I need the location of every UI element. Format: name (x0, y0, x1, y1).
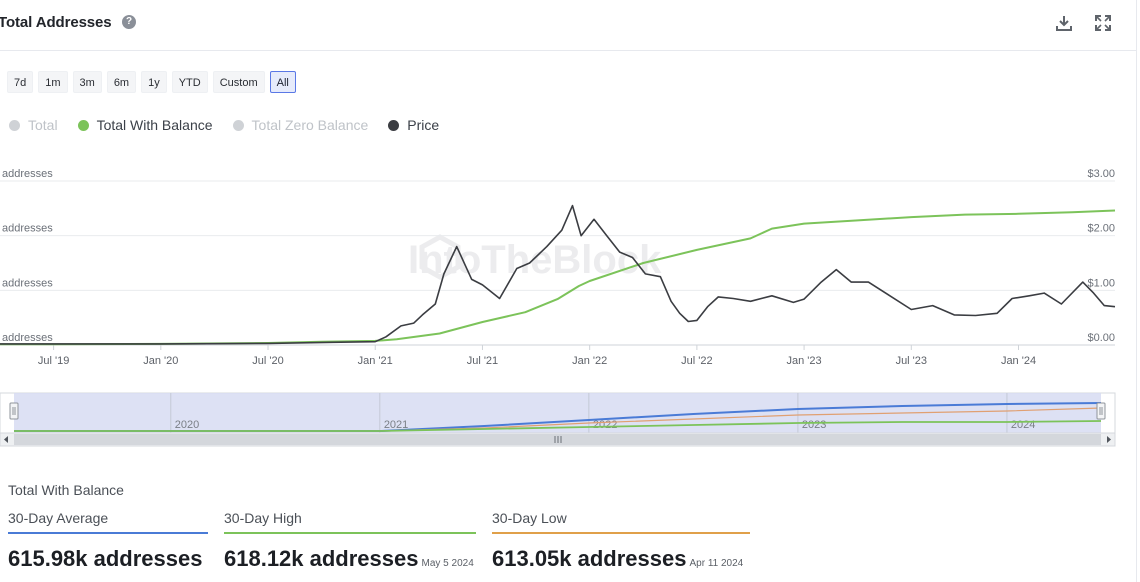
y-right-tick-0: $0.00 (1087, 332, 1115, 344)
range-all-button[interactable]: All (269, 71, 296, 93)
legend-label-total-with-balance: Total With Balance (96, 117, 213, 133)
stat-30-day-high: 30-Day High 618.12k addresses May 5 2024 (224, 510, 476, 572)
y-right-tick-2: $2.00 (1087, 223, 1115, 235)
chart-legend: Total Total With Balance Total Zero Bala… (9, 117, 439, 133)
download-icon[interactable] (1054, 13, 1074, 33)
x-tick-4: Jul '21 (467, 355, 498, 367)
right-border (1136, 0, 1137, 582)
stat-date-low: Apr 11 2024 (689, 558, 744, 569)
stat-date-high: May 5 2024 (421, 558, 474, 569)
y-left-tick-1: addresses (2, 277, 53, 289)
scroll-left-arrow-icon[interactable] (4, 436, 8, 443)
legend-label-price: Price (407, 117, 440, 133)
x-tick-8: Jul '23 (896, 355, 927, 367)
stat-value-high: 618.12k addresses May 5 2024 (224, 546, 476, 572)
y-left-tick-2: addresses (2, 223, 53, 235)
navigator-handle-right[interactable] (1096, 402, 1106, 420)
range-selector: 7d 1m 3m 6m 1y YTD Custom All (7, 71, 296, 93)
x-tick-5: Jan '22 (572, 355, 607, 367)
navigator-label-0: 2020 (175, 419, 199, 431)
range-navigator[interactable]: 2020 2021 2022 2023 2024 (0, 390, 1136, 450)
range-1y-button[interactable]: 1y (141, 71, 167, 93)
stat-label-low: 30-Day Low (492, 510, 750, 534)
navigator-handle-left[interactable] (9, 402, 19, 420)
x-tick-7: Jan '23 (787, 355, 822, 367)
navigator-label-4: 2024 (1011, 419, 1035, 431)
legend-dot-total (9, 119, 20, 131)
page-title: Total Addresses (0, 14, 112, 31)
series-line-price (0, 204, 1116, 345)
watermark-logo (419, 234, 461, 280)
range-3m-button[interactable]: 3m (72, 71, 102, 93)
navigator-line-total (14, 402, 1102, 432)
range-7d-button[interactable]: 7d (7, 71, 34, 93)
navigator-label-2: 2022 (593, 419, 617, 431)
stat-value-low: 613.05k addresses Apr 11 2024 (492, 546, 750, 572)
legend-label-total: Total (28, 117, 58, 133)
stat-number-high: 618.12k addresses (224, 546, 419, 571)
legend-dot-price (388, 119, 400, 131)
navigator-label-3: 2023 (802, 419, 826, 431)
stat-number-average: 615.98k addresses (8, 546, 203, 571)
legend-label-total-zero-balance: Total Zero Balance (251, 117, 369, 133)
stat-number-low: 613.05k addresses (492, 546, 687, 571)
stat-30-day-average: 30-Day Average 615.98k addresses (8, 510, 208, 572)
fullscreen-icon[interactable] (1093, 13, 1113, 33)
y-right-tick-1: $1.00 (1087, 277, 1115, 289)
chart-header: Total Addresses ? (0, 0, 1136, 51)
x-tick-0: Jul '19 (38, 355, 69, 367)
range-ytd-button[interactable]: YTD (171, 71, 208, 93)
y-left-tick-0: addresses (2, 332, 53, 344)
range-6m-button[interactable]: 6m (106, 71, 137, 93)
stat-label-average: 30-Day Average (8, 510, 208, 534)
range-custom-button[interactable]: Custom (212, 71, 265, 93)
x-tick-9: Jan '24 (1001, 355, 1036, 367)
y-left-tick-3: addresses (2, 168, 53, 180)
stat-label-high: 30-Day High (224, 510, 476, 534)
x-tick-3: Jan '21 (358, 355, 393, 367)
help-icon[interactable]: ? (122, 15, 136, 29)
navigator-label-1: 2021 (384, 419, 408, 431)
y-right-tick-3: $3.00 (1087, 168, 1115, 180)
x-tick-1: Jan '20 (143, 355, 178, 367)
x-tick-6: Jul '22 (681, 355, 712, 367)
stats-title: Total With Balance (8, 482, 124, 498)
range-1m-button[interactable]: 1m (38, 71, 68, 93)
scroll-right-arrow-icon[interactable] (1107, 436, 1111, 443)
legend-item-total-with-balance[interactable]: Total With Balance (77, 117, 213, 133)
legend-item-total[interactable]: Total (9, 117, 58, 133)
legend-dot-total-zero-balance (232, 119, 244, 131)
main-chart[interactable]: IntoTheBlock$0.00addresses$1.00addresses… (0, 165, 1136, 375)
stat-value-average: 615.98k addresses (8, 546, 208, 572)
legend-item-price[interactable]: Price (388, 117, 439, 133)
stat-30-day-low: 30-Day Low 613.05k addresses Apr 11 2024 (492, 510, 750, 572)
legend-dot-total-with-balance (77, 119, 89, 131)
legend-item-total-zero-balance[interactable]: Total Zero Balance (232, 117, 369, 133)
navigator-line-with-balance (14, 420, 1102, 432)
x-tick-2: Jul '20 (252, 355, 283, 367)
